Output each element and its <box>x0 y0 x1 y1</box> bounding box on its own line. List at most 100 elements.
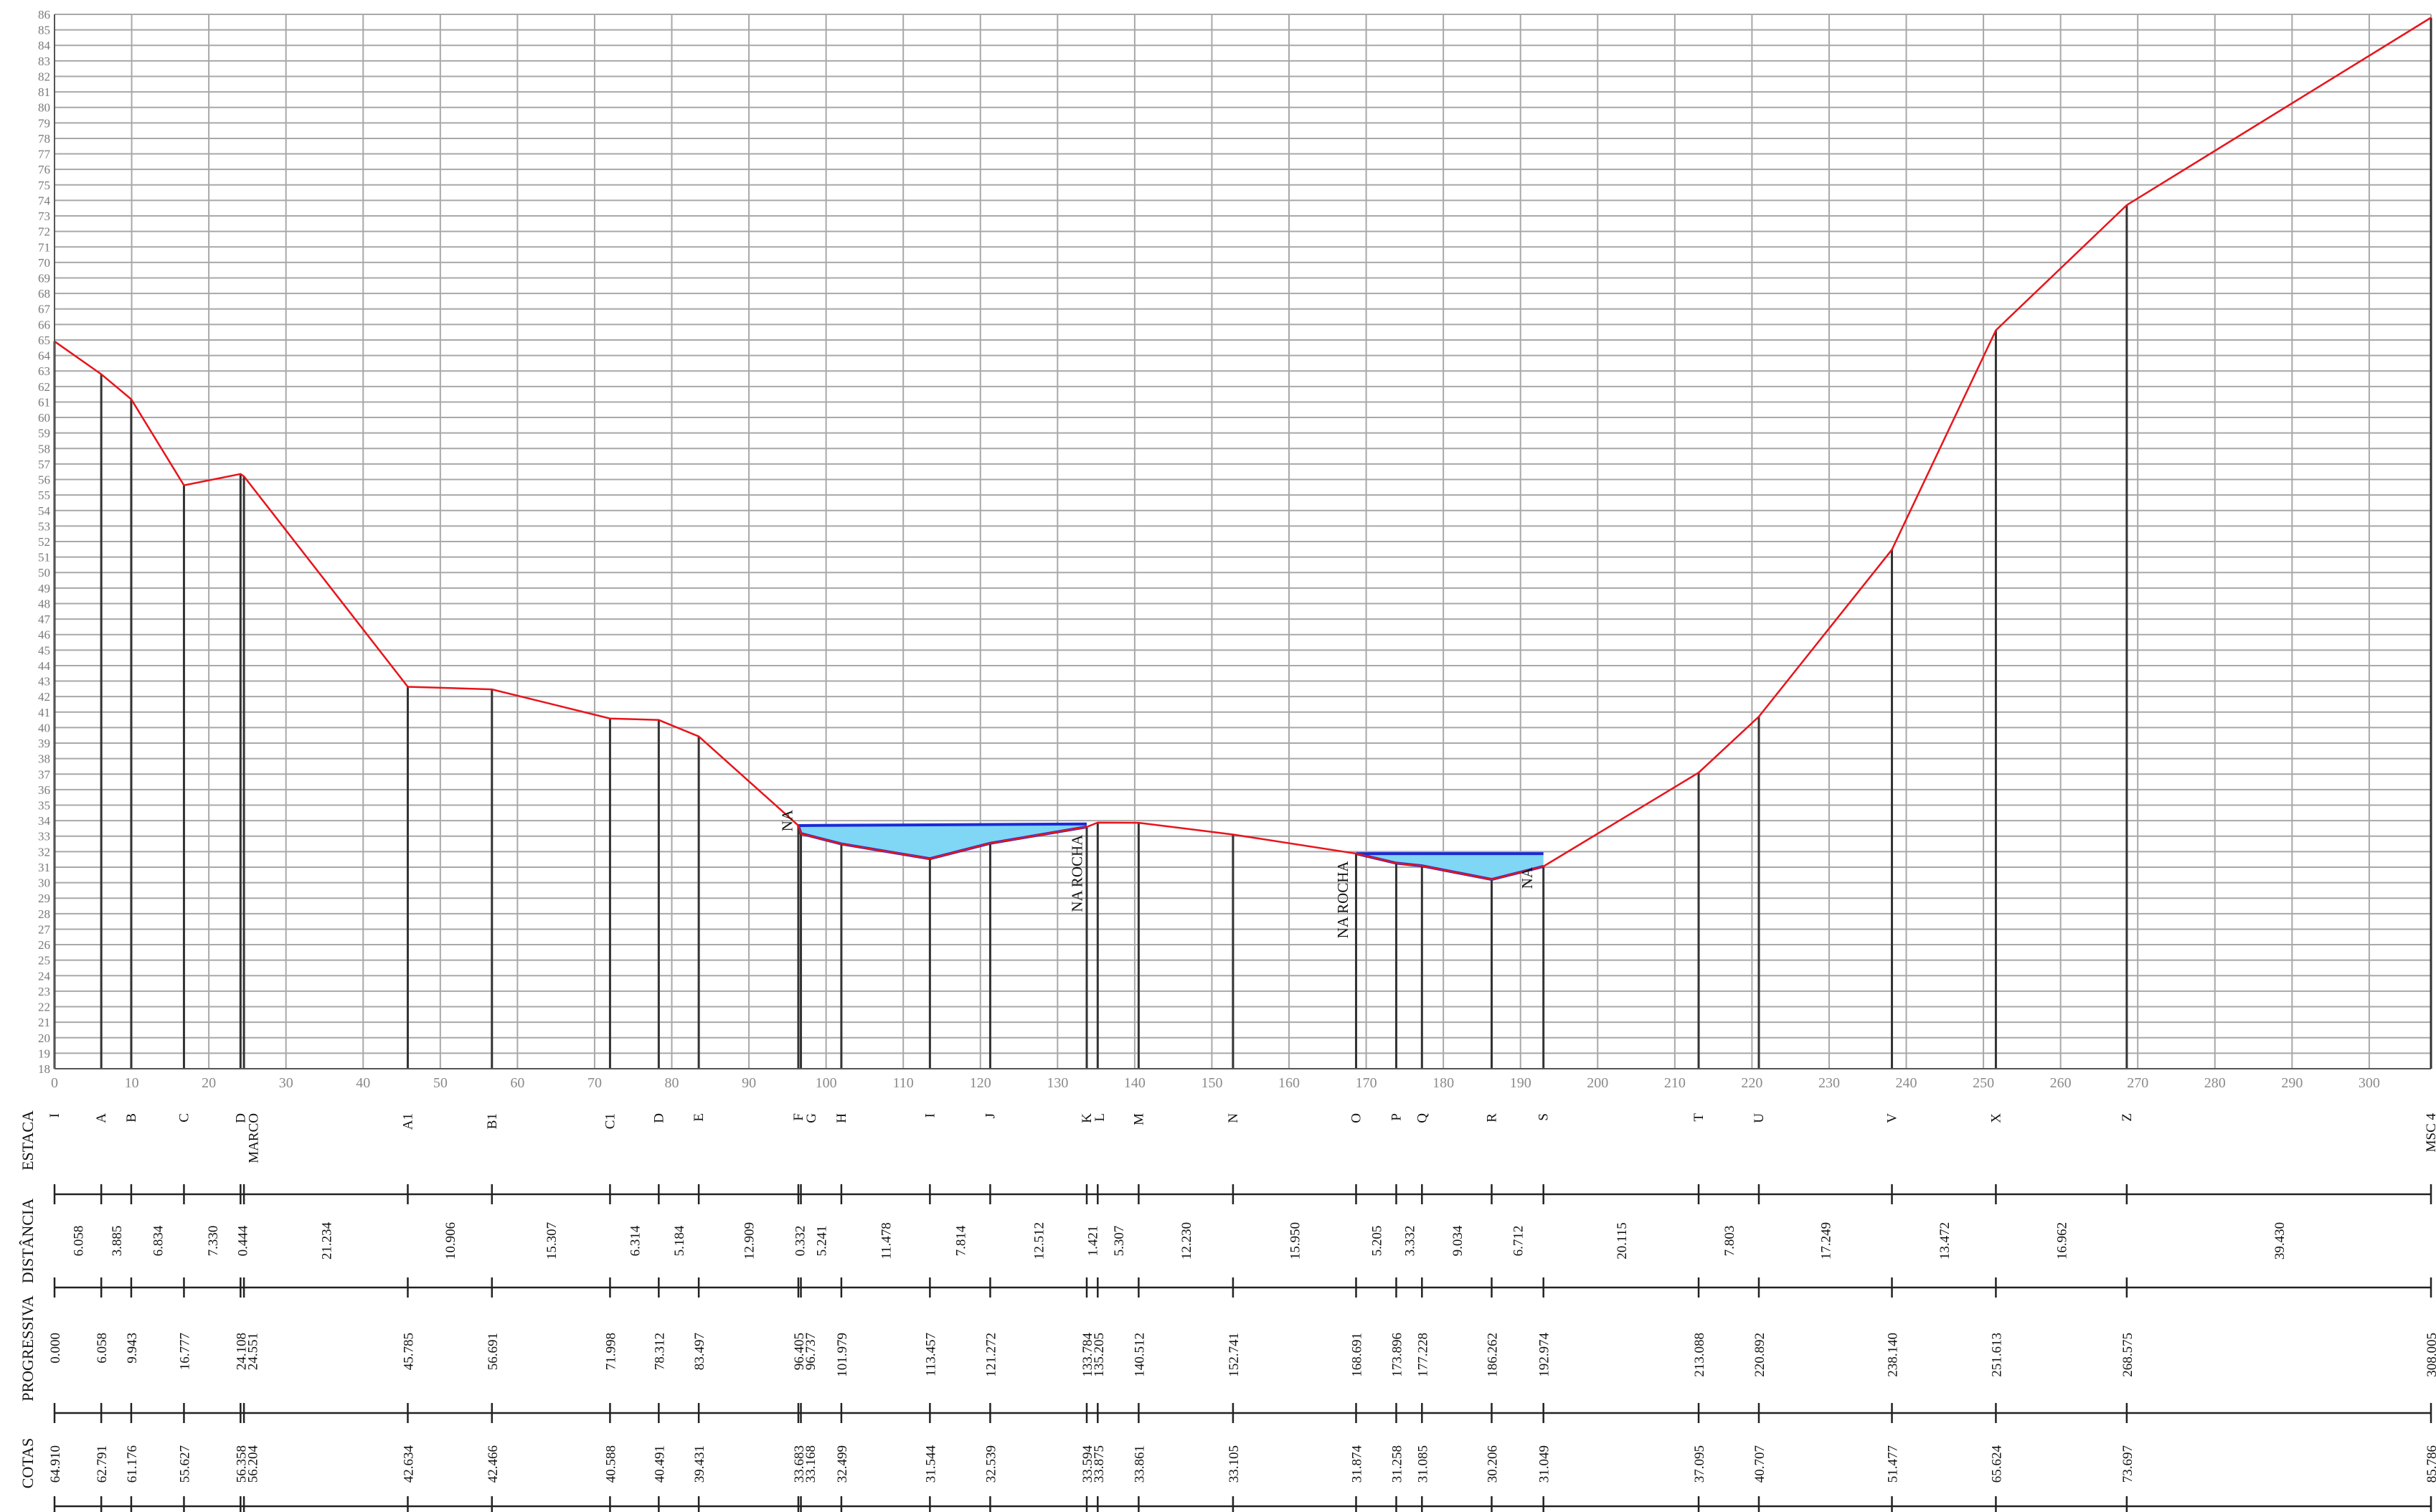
elevation-value: 40.491 <box>652 1445 667 1483</box>
y-tick-label: 80 <box>38 101 50 115</box>
x-tick-label: 240 <box>1896 1075 1917 1091</box>
station-label: G <box>804 1113 819 1123</box>
x-tick-label: 160 <box>1278 1075 1300 1091</box>
distance-value: 3.332 <box>1402 1226 1417 1257</box>
y-tick-label: 63 <box>38 364 50 378</box>
y-tick-label: 73 <box>38 209 50 223</box>
distance-value: 7.814 <box>953 1225 968 1256</box>
y-tick-label: 20 <box>38 1031 50 1045</box>
x-tick-label: 10 <box>125 1075 139 1091</box>
annotations: NA NA ROCHA NA ROCHA NA <box>778 809 1536 938</box>
y-tick-label: 28 <box>38 907 50 921</box>
x-tick-label: 150 <box>1201 1075 1222 1091</box>
distance-value: 9.034 <box>1450 1225 1465 1256</box>
y-tick-label: 65 <box>38 334 50 347</box>
x-tick-label: 300 <box>2359 1075 2380 1091</box>
y-tick-label: 53 <box>38 519 50 533</box>
station-label: S <box>1536 1113 1552 1121</box>
y-tick-label: 21 <box>38 1016 50 1029</box>
annotation-label: NA ROCHA <box>1069 834 1086 912</box>
station-label: X <box>1988 1113 2003 1123</box>
distance-value: 5.307 <box>1112 1226 1127 1257</box>
distance-value: 3.885 <box>110 1226 125 1257</box>
y-tick-label: 46 <box>38 628 50 642</box>
y-tick-label: 34 <box>38 814 51 828</box>
x-tick-label: 120 <box>970 1075 991 1091</box>
y-tick-label: 82 <box>38 70 50 83</box>
y-tick-label: 77 <box>38 148 51 161</box>
x-tick-label: 250 <box>1973 1075 1994 1091</box>
distance-value: 21.234 <box>319 1222 334 1260</box>
x-tick-label: 100 <box>816 1075 837 1091</box>
distance-value: 15.950 <box>1288 1222 1303 1260</box>
y-tick-label: 70 <box>38 256 50 270</box>
progressive-value: 83.497 <box>692 1333 707 1370</box>
station-label: MARCO <box>246 1113 261 1163</box>
y-tick-label: 68 <box>38 287 50 301</box>
y-tick-label: 24 <box>38 969 51 983</box>
station-label: I <box>922 1113 938 1118</box>
x-tick-label: 180 <box>1432 1075 1454 1091</box>
elevation-value: 32.499 <box>835 1445 850 1483</box>
y-tick-label: 51 <box>38 551 50 564</box>
elevation-value: 62.791 <box>95 1445 110 1483</box>
table-row-label: DISTÂNCIA <box>19 1199 37 1284</box>
elevation-value: 31.049 <box>1537 1445 1552 1483</box>
y-tick-label: 47 <box>38 613 51 626</box>
y-tick-label: 67 <box>38 303 51 316</box>
y-tick-label: 32 <box>38 845 50 859</box>
progressive-value: 177.228 <box>1415 1333 1430 1377</box>
progressive-value: 220.892 <box>1752 1333 1767 1377</box>
station-label: F <box>791 1113 806 1121</box>
y-tick-label: 71 <box>38 240 50 254</box>
y-tick-label: 23 <box>38 985 50 998</box>
elevation-value: 31.258 <box>1389 1445 1405 1483</box>
station-label: A <box>94 1113 109 1123</box>
station-label: K <box>1080 1113 1095 1123</box>
station-label: Z <box>2120 1113 2135 1122</box>
progressive-value: 168.691 <box>1349 1333 1364 1377</box>
y-tick-label: 40 <box>38 721 50 734</box>
distance-value: 20.115 <box>1615 1222 1630 1260</box>
x-tick-label: 280 <box>2204 1075 2226 1091</box>
station-label: C1 <box>603 1113 618 1129</box>
station-label: P <box>1389 1113 1404 1121</box>
progressive-value: 45.785 <box>401 1333 416 1370</box>
elevation-value: 42.466 <box>486 1445 501 1483</box>
station-label: D <box>651 1113 666 1123</box>
station-label: H <box>834 1113 849 1123</box>
progressive-value: 238.140 <box>1886 1333 1901 1377</box>
y-tick-label: 48 <box>38 597 50 610</box>
y-tick-label: 57 <box>38 458 51 471</box>
elevation-value: 61.176 <box>125 1445 140 1483</box>
y-tick-label: 50 <box>38 566 50 580</box>
progressive-value: 113.457 <box>923 1333 938 1376</box>
y-tick-label: 35 <box>38 799 50 813</box>
distance-value: 17.249 <box>1819 1222 1834 1260</box>
distance-value: 6.314 <box>628 1225 643 1256</box>
y-tick-label: 58 <box>38 442 50 455</box>
water-level-line <box>798 822 1087 827</box>
y-tick-label: 55 <box>38 488 50 502</box>
y-tick-label: 27 <box>38 922 51 936</box>
x-tick-label: 190 <box>1510 1075 1531 1091</box>
distance-value: 11.478 <box>879 1222 894 1260</box>
station-label: J <box>983 1113 998 1118</box>
y-tick-label: 43 <box>38 675 50 689</box>
elevation-value: 39.431 <box>692 1445 707 1483</box>
elevation-value: 42.634 <box>401 1445 416 1483</box>
profile-line <box>54 16 2432 881</box>
axes: 1819202122232425262728293031323334353637… <box>38 8 2431 1091</box>
y-tick-label: 39 <box>38 737 50 750</box>
y-tick-label: 62 <box>38 380 50 394</box>
progressive-value: 152.741 <box>1227 1333 1242 1377</box>
water-area <box>1356 854 1544 880</box>
progressive-value: 213.088 <box>1692 1333 1707 1377</box>
progressive-value: 121.272 <box>983 1333 999 1377</box>
x-tick-label: 270 <box>2127 1075 2148 1091</box>
x-tick-label: 60 <box>510 1075 524 1091</box>
progressive-value: 140.512 <box>1132 1333 1147 1377</box>
y-tick-label: 22 <box>38 1001 50 1014</box>
